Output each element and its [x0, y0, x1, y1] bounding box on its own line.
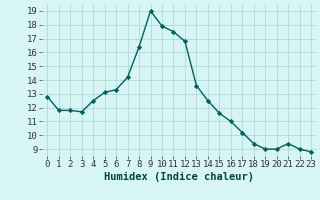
X-axis label: Humidex (Indice chaleur): Humidex (Indice chaleur) — [104, 172, 254, 182]
